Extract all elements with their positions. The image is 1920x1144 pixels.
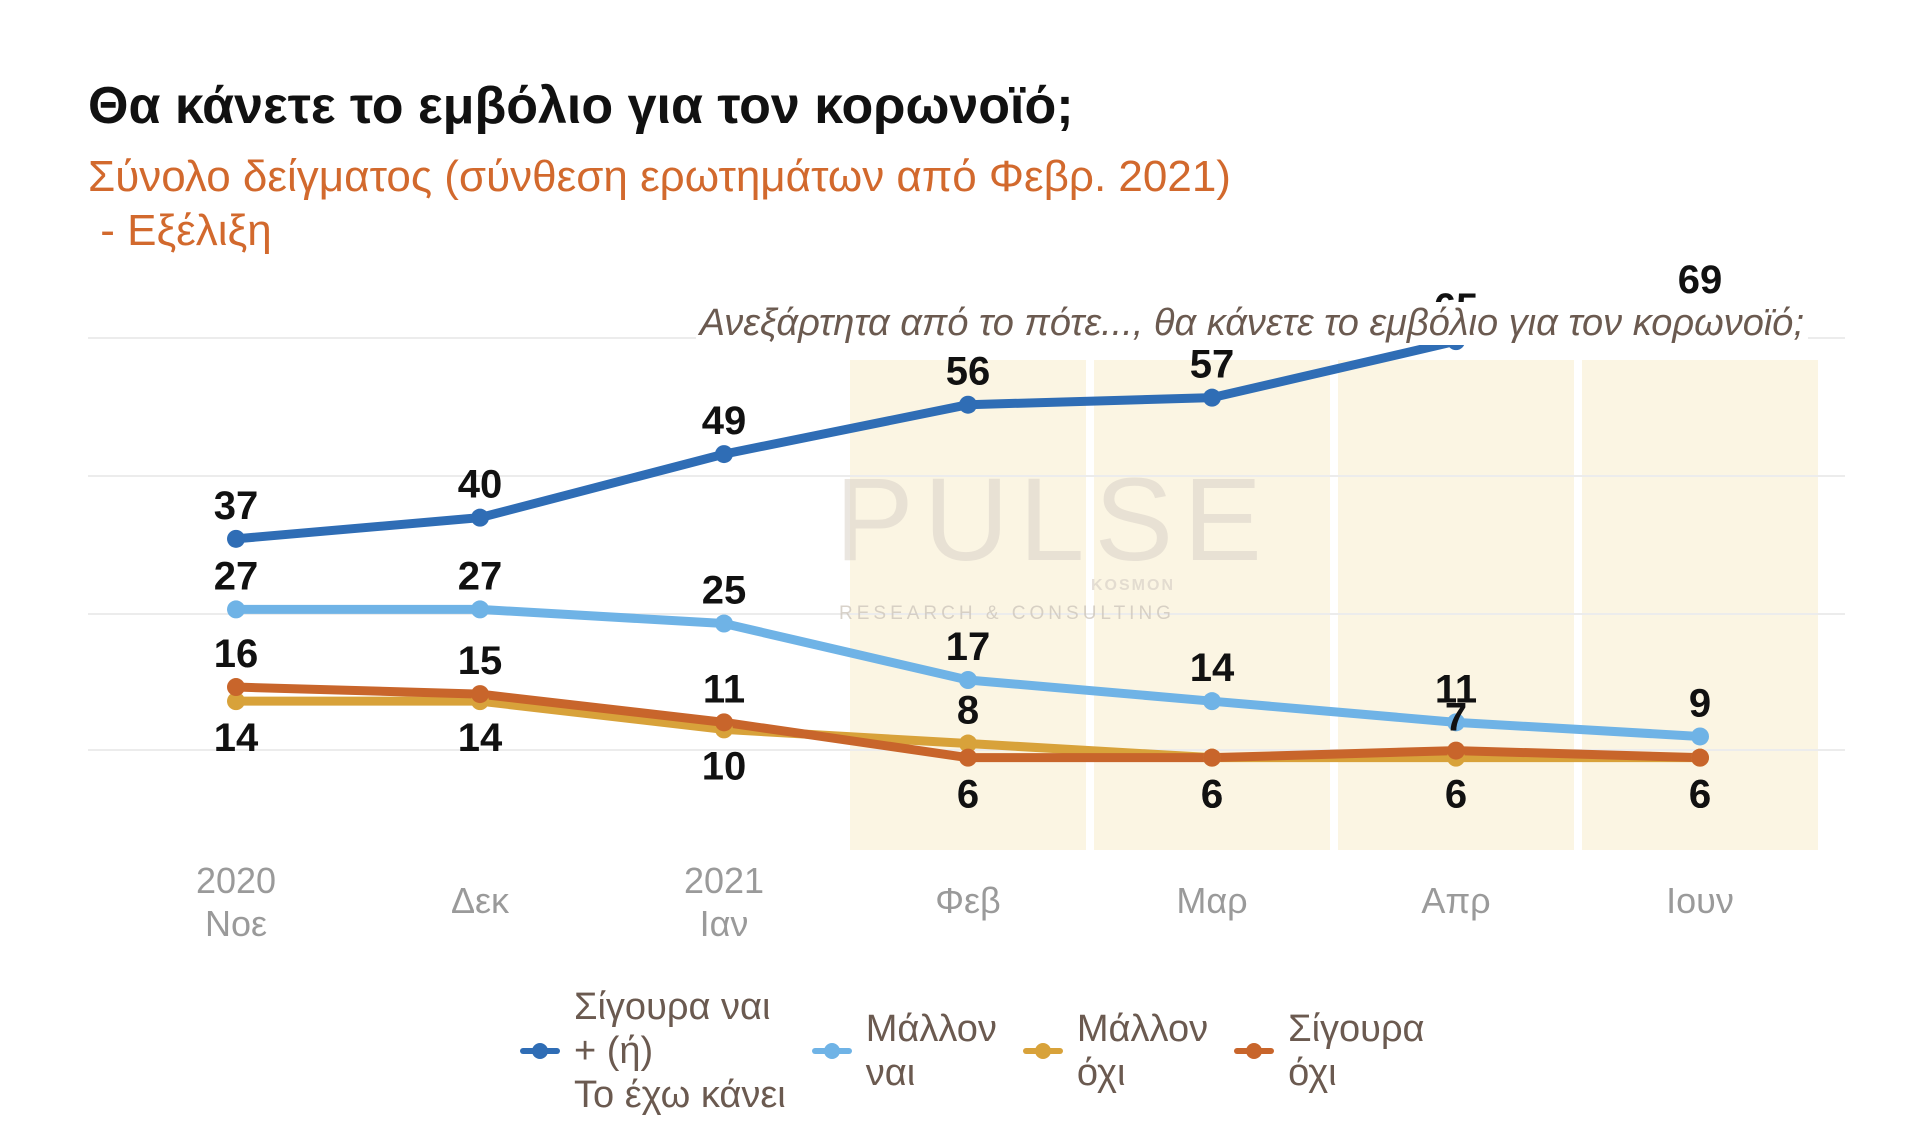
chart-title: Θα κάνετε το εμβόλιο για τον κορωνοϊό; [88,77,1074,135]
data-label-s3-4: 8 [957,689,979,733]
x-tick-year-3: 2021 [684,860,764,901]
point-s4-6 [1447,741,1465,760]
subtitle-line-2: - Εξέλιξη [88,206,272,255]
data-label-s1-2: 40 [458,463,503,507]
point-s1-3 [715,445,733,464]
data-label-s3-6: 6 [1445,773,1467,817]
x-tick-label-4: Φεβ [935,880,1000,921]
data-label-s4-2: 15 [458,639,503,683]
data-label-s4-3: 11 [703,667,745,711]
point-s1-5 [1203,388,1221,407]
point-s2-1 [227,600,245,619]
x-tick-label-1: Νοε [205,903,267,944]
chart-subtitle: Σύνολο δείγματος (σύνθεση ερωτημάτων από… [88,150,1231,258]
point-s2-6 [1447,713,1465,732]
point-s2-2 [471,600,489,619]
data-label-s3-1: 14 [214,716,259,760]
legend-item-3: Μάλλον όχι [1022,1007,1209,1095]
question-annotation: Ανεξάρτητα από το πότε..., θα κάνετε το … [695,302,1808,345]
subtitle-line-1: Σύνολο δείγματος (σύνθεση ερωτημάτων από… [88,152,1231,201]
x-tick-label-7: Ιουν [1666,880,1734,921]
data-label-s1-4: 56 [946,350,991,394]
legend-label-4: Σίγουρα όχι [1288,1008,1425,1094]
x-tick-label-2: Δεκ [451,880,510,921]
x-tick-label-6: Απρ [1421,880,1490,921]
data-label-s4-6: 7 [1445,696,1467,740]
point-s4-3 [715,713,733,732]
legend-swatch-3 [1022,1040,1063,1062]
data-label-s3-5: 6 [1201,773,1223,817]
legend: Σίγουρα ναι + (ή) Το έχω κάνει Μάλλον ναι… [520,985,1451,1117]
data-label-s1-5: 57 [1190,343,1235,387]
legend-label-1: Σίγουρα ναι + (ή) Το έχω κάνει [574,986,786,1116]
point-s4-2 [471,685,489,704]
legend-swatch-1 [520,1040,560,1062]
data-label-s2-5: 14 [1190,646,1235,690]
legend-swatch-2 [811,1040,852,1062]
data-label-s2-3: 25 [702,569,747,613]
legend-item-4: Σίγουρα όχι [1234,1007,1425,1095]
legend-label-3: Μάλλον όχι [1076,1008,1209,1094]
point-s3-1 [227,692,245,711]
legend-item-1: Σίγουρα ναι + (ή) Το έχω κάνει [520,985,786,1117]
point-s3-4 [959,734,977,753]
legend-item-2: Μάλλον ναι [811,1007,997,1095]
data-label-s1-1: 37 [214,484,259,528]
highlight-band-Ιουν [1582,360,1818,850]
point-s4-7 [1691,748,1709,767]
data-label-s4-7: 6 [1689,773,1711,817]
point-s1-1 [227,529,245,548]
data-label-s4-5: 6 [1201,773,1223,817]
point-s4-1 [227,678,245,697]
point-s1-4 [959,395,977,414]
x-tick-label-3: Ιαν [700,903,749,944]
point-s2-3 [715,614,733,633]
data-label-s1-3: 49 [702,399,747,443]
data-label-s3-2: 14 [458,716,503,760]
data-label-s2-7: 9 [1689,681,1711,725]
data-label-s3-7: 6 [1689,773,1711,817]
highlight-band-Φεβ [850,360,1086,850]
point-s2-5 [1203,692,1221,711]
x-tick-year-1: 2020 [196,860,276,901]
highlight-band-Μαρ [1094,360,1330,850]
data-label-s2-4: 17 [946,625,991,669]
legend-swatch-4 [1234,1040,1275,1062]
data-label-s2-2: 27 [458,554,503,598]
highlight-band-Απρ [1338,360,1574,850]
highlight-bands [850,360,1818,850]
point-s1-2 [471,508,489,527]
legend-label-2: Μάλλον ναι [865,1008,997,1094]
data-label-s3-3: 10 [702,744,747,788]
data-label-s2-6: 11 [1435,667,1477,711]
point-s4-5 [1203,748,1221,767]
data-labels: 3740495657656927272517141191414108666161… [214,258,1723,817]
data-label-s1-7: 69 [1678,258,1723,302]
x-tick-label-5: Μαρ [1176,880,1247,921]
data-label-s4-4: 6 [957,773,979,817]
data-label-s4-1: 16 [214,632,259,676]
point-s2-4 [959,671,977,689]
point-s2-7 [1691,727,1709,746]
data-label-s2-1: 27 [214,554,259,598]
point-s4-4 [959,748,977,767]
